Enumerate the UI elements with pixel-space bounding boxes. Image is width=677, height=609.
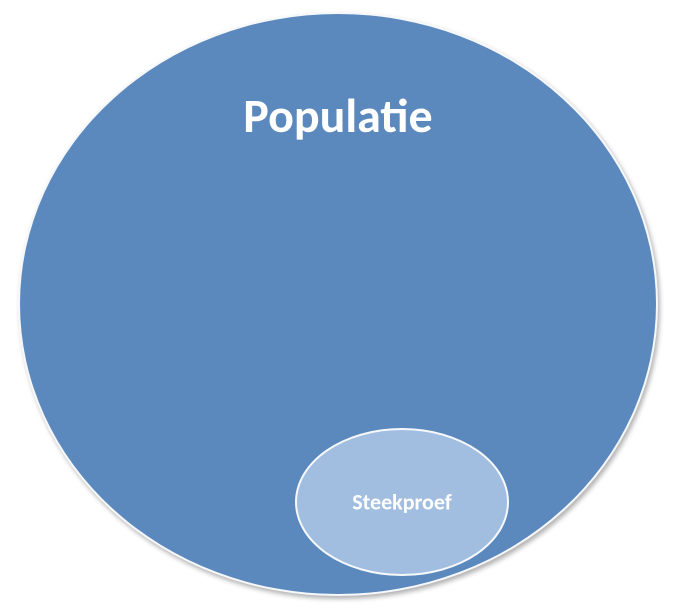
outer-ellipse: Populatie Steekproef (18, 12, 658, 596)
inner-label: Steekproef (297, 489, 507, 516)
inner-ellipse: Steekproef (295, 428, 509, 576)
outer-label: Populatie (20, 86, 656, 145)
